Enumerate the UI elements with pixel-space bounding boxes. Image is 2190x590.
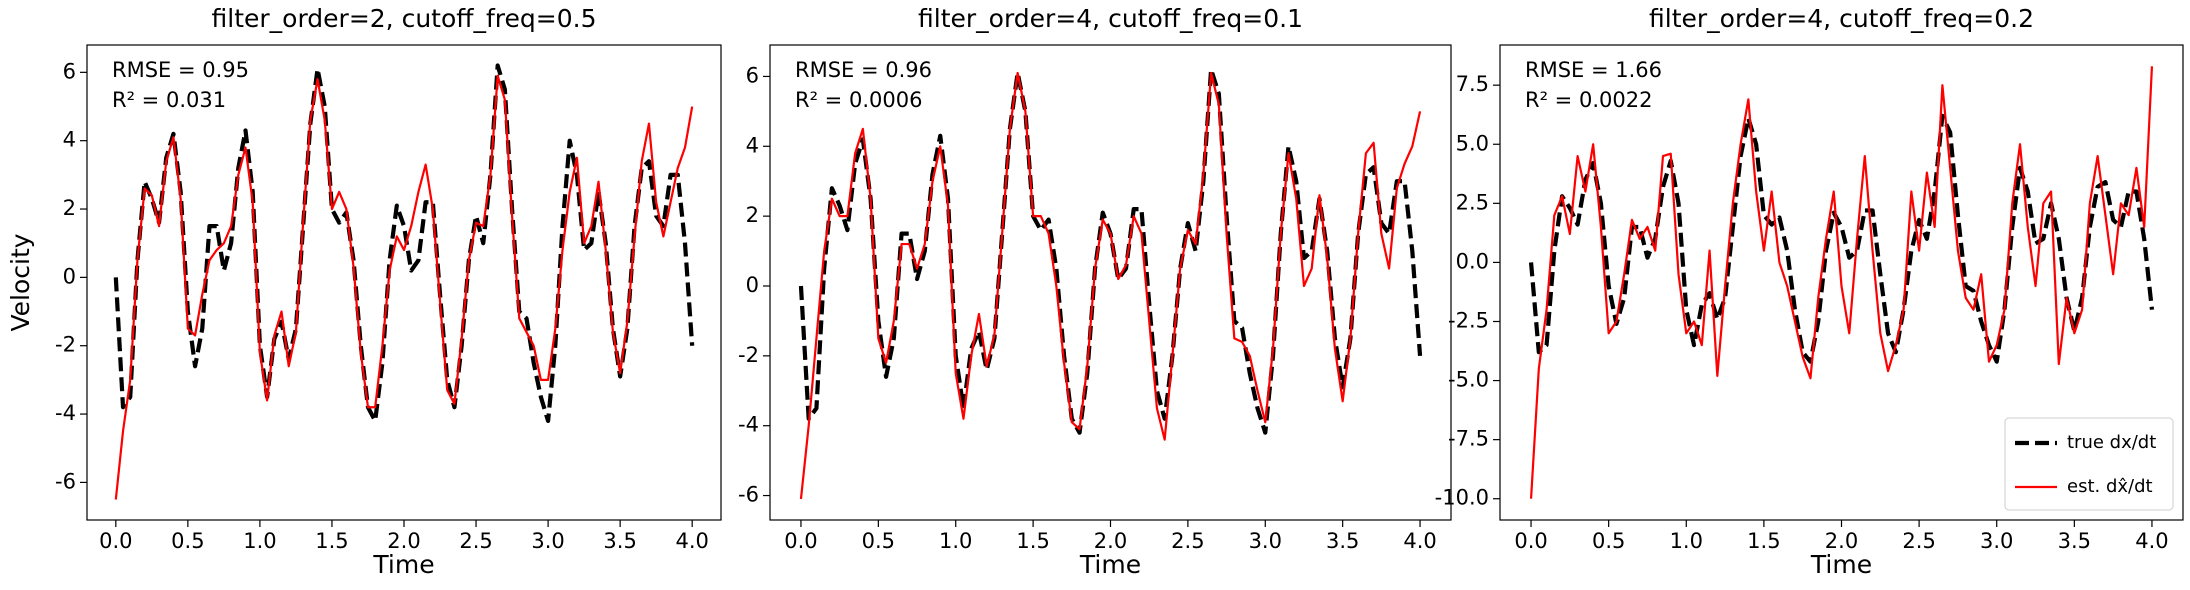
y-tick-label: -2.5: [1448, 308, 1489, 332]
chart-title: filter_order=4, cutoff_freq=0.1: [918, 4, 1303, 33]
x-tick-label: 1.5: [315, 529, 348, 553]
legend-label: est. dx̂/dt: [2067, 476, 2153, 497]
x-tick-label: 1.5: [1747, 529, 1780, 553]
x-tick-label: 2.0: [1094, 529, 1127, 553]
x-tick-label: 0.0: [99, 529, 132, 553]
x-tick-label: 3.0: [1249, 529, 1282, 553]
chart-title: filter_order=4, cutoff_freq=0.2: [1649, 4, 2034, 33]
x-axis-label: Time: [1810, 550, 1872, 579]
x-tick-label: 0.5: [1592, 529, 1625, 553]
x-tick-label: 2.5: [1171, 529, 1204, 553]
subplot: filter_order=2, cutoff_freq=0.5 0.0 0.5 1.0…: [6, 4, 722, 579]
annotation: RMSE = 1.66: [1525, 58, 1662, 82]
y-tick-label: 4: [63, 128, 76, 152]
y-tick-label: 2: [746, 203, 759, 227]
y-tick-label: -2: [738, 343, 759, 367]
annotation: RMSE = 0.95: [112, 58, 249, 82]
legend-label: true dx/dt: [2067, 432, 2156, 453]
x-tick-label: 2.0: [1825, 529, 1858, 553]
y-tick-label: 7.5: [1456, 72, 1489, 96]
subplot: filter_order=4, cutoff_freq=0.1 0.0 0.5 1.0…: [738, 4, 1452, 579]
x-tick-label: 2.0: [387, 529, 420, 553]
series-line: [114, 74, 694, 500]
x-tick-label: 3.0: [1980, 529, 2013, 553]
x-tick-label: 2.5: [459, 529, 492, 553]
y-tick-label: 2.5: [1456, 190, 1489, 214]
chart-title: filter_order=2, cutoff_freq=0.5: [212, 4, 597, 33]
x-tick-label: 0.0: [1514, 529, 1547, 553]
series-line: [799, 71, 1422, 500]
y-tick-label: 2: [63, 196, 76, 220]
series-line: [1528, 113, 2155, 364]
annotation: R² = 0.031: [112, 88, 226, 112]
x-tick-label: 0.0: [784, 529, 817, 553]
y-tick-label: 6: [63, 59, 76, 83]
x-tick-label: 4.0: [2135, 529, 2168, 553]
y-tick-label: 4: [746, 133, 759, 157]
x-tick-label: 1.0: [1670, 529, 1703, 553]
y-tick-label: -7.5: [1448, 427, 1489, 451]
plot-frame: [769, 44, 1452, 521]
plot-frame: [1499, 44, 2184, 521]
x-tick-label: 4.0: [675, 529, 708, 553]
y-tick-label: 5.0: [1456, 131, 1489, 155]
y-tick-label: -10.0: [1435, 486, 1489, 510]
x-tick-label: 3.5: [1326, 529, 1359, 553]
x-tick-label: 0.5: [171, 529, 204, 553]
x-tick-label: 3.5: [603, 529, 636, 553]
annotation: RMSE = 0.96: [795, 58, 932, 82]
series-line: [113, 63, 695, 423]
annotation: R² = 0.0022: [1525, 88, 1652, 112]
plot-frame: [86, 44, 722, 521]
y-tick-label: 6: [746, 63, 759, 87]
y-tick-label: -2: [55, 333, 76, 357]
y-tick-label: -4: [55, 401, 76, 425]
x-tick-label: 1.0: [243, 529, 276, 553]
y-tick-label: -6: [55, 469, 76, 493]
subplot: filter_order=4, cutoff_freq=0.2 0.0 0.5 1.0…: [1435, 4, 2184, 579]
x-tick-label: 2.5: [1902, 529, 1935, 553]
x-tick-label: 0.5: [862, 529, 895, 553]
y-tick-label: -4: [738, 413, 759, 437]
x-tick-label: 1.0: [939, 529, 972, 553]
x-tick-label: 3.5: [2058, 529, 2091, 553]
x-axis-label: Time: [1079, 550, 1141, 579]
x-tick-label: 3.0: [531, 529, 564, 553]
y-tick-label: -6: [738, 483, 759, 507]
x-tick-label: 4.0: [1403, 529, 1436, 553]
series-line: [1529, 66, 2154, 499]
x-axis-label: Time: [372, 550, 434, 579]
y-axis-label: Velocity: [6, 233, 35, 331]
y-tick-label: 0: [746, 273, 759, 297]
y-tick-label: 0: [63, 264, 76, 288]
annotation: R² = 0.0006: [795, 88, 922, 112]
y-tick-label: 0.0: [1456, 249, 1489, 273]
y-tick-label: -5.0: [1448, 368, 1489, 392]
x-tick-label: 1.5: [1016, 529, 1049, 553]
